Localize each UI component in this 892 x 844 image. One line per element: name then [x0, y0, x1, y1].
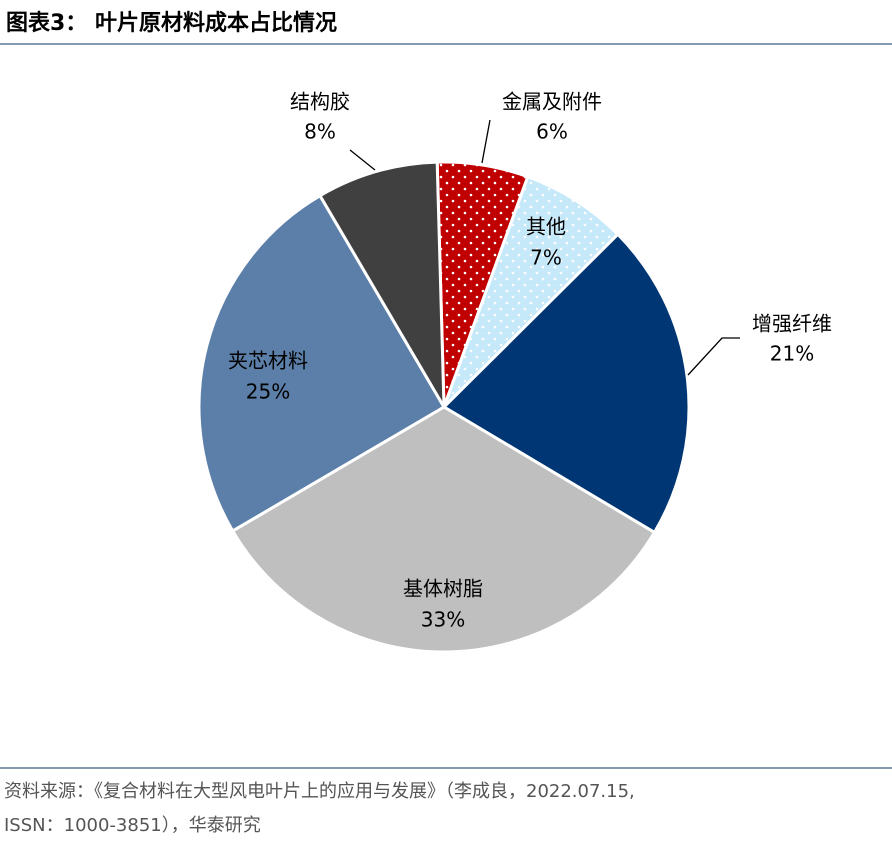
- pie-slice: [230, 405, 657, 654]
- leader-line: [349, 149, 376, 171]
- slice-label: 结构胶: [290, 90, 350, 114]
- value-label: 6%: [536, 120, 568, 144]
- slice-label: 增强纤维: [752, 312, 832, 336]
- value-label: 7%: [530, 246, 562, 270]
- value-label: 25%: [246, 380, 290, 404]
- value-label: 8%: [304, 120, 336, 144]
- pie-slice: [441, 232, 691, 535]
- slice-label: 金属及附件: [502, 90, 602, 114]
- pie-slice: [317, 160, 446, 408]
- value-label: 21%: [770, 342, 814, 366]
- source-line: 资料来源：《复合材料在大型风电叶片上的应用与发展》（李成良，2022.07.15…: [4, 781, 635, 802]
- slice-label: 其他: [526, 215, 566, 239]
- slice-label: 夹芯材料: [228, 349, 308, 373]
- chart-title: 图表3： 叶片原材料成本占比情况: [6, 10, 337, 36]
- source-line: ISSN：1000-3851），华泰研究: [4, 815, 261, 836]
- slice-label: 基体树脂: [403, 577, 483, 601]
- leader-line: [481, 119, 491, 164]
- value-label: 33%: [421, 608, 465, 632]
- leader-line: [687, 337, 740, 376]
- pie-slice: [442, 174, 620, 409]
- pie-slice: [197, 193, 447, 534]
